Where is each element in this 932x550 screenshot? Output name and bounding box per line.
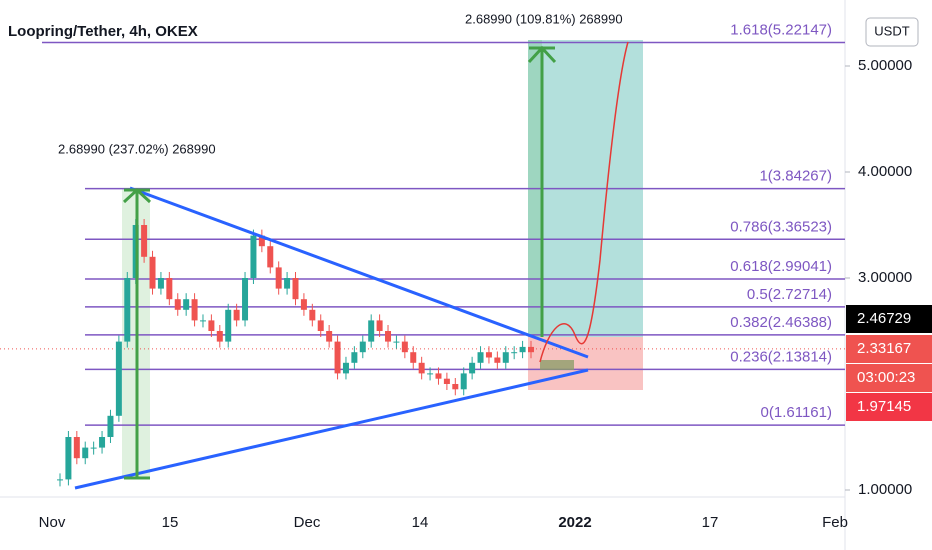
candle-body: [435, 373, 442, 379]
candle-body: [485, 352, 492, 358]
candle-body: [477, 352, 484, 363]
candle-body: [469, 362, 476, 374]
y-tick-label: 3.00000: [858, 269, 912, 286]
projection-curve: [539, 41, 629, 363]
price-badge: [846, 393, 932, 421]
price-badge-label: 2.33167: [857, 340, 911, 357]
y-tick-label: 1.00000: [858, 481, 912, 498]
candle-body: [99, 437, 106, 448]
candle-body: [460, 373, 467, 390]
x-tick-label: 14: [412, 514, 429, 531]
price-badge: [846, 364, 932, 392]
candle-body: [494, 357, 501, 363]
price-badge: [846, 335, 932, 363]
candle-body: [258, 235, 265, 247]
candle-body: [199, 320, 206, 322]
candle-body: [292, 278, 299, 300]
candle-body: [511, 352, 518, 354]
candle-body: [250, 235, 257, 278]
candle-body: [326, 331, 333, 342]
x-tick-label: Dec: [294, 514, 321, 531]
candle-body: [519, 346, 526, 353]
chart-title: Loopring/Tether, 4h, OKEX: [8, 23, 198, 40]
candle-body: [334, 341, 341, 374]
candle-body: [149, 256, 156, 289]
candle-body: [191, 299, 198, 321]
trendline: [129, 186, 589, 359]
candle-body: [376, 320, 383, 331]
candle-body: [216, 331, 223, 342]
candle-body: [267, 246, 274, 268]
candle-body: [418, 362, 425, 374]
price-badge-label: 2.46729: [857, 310, 911, 327]
candle-body: [65, 437, 72, 480]
price-badge-label: 03:00:23: [857, 369, 915, 386]
candle-body: [309, 309, 316, 321]
candle-body: [351, 352, 358, 363]
candle-body: [317, 320, 324, 331]
candle-body: [393, 341, 400, 343]
candle-body: [284, 278, 291, 289]
x-tick-label: Nov: [39, 514, 66, 531]
axes: 1.00000 3.00000 4.00000 5.00000 Nov 15 Dec 14 20…: [39, 57, 932, 531]
candle-body: [157, 278, 164, 289]
candle-body: [174, 299, 181, 310]
x-tick-label: Feb: [822, 514, 848, 531]
annotation: 2.68990 (237.02%) 268990: [58, 141, 216, 156]
candle-body: [90, 447, 97, 449]
x-tick-label: 15: [162, 514, 179, 531]
candle-body: [401, 341, 408, 353]
currency-button[interactable]: USDT: [865, 17, 919, 47]
candle-body: [385, 331, 392, 342]
annotation: 2.68990 (109.81%) 268990: [465, 11, 623, 26]
x-tick-label: 2022: [558, 514, 591, 531]
candle-body: [73, 437, 80, 459]
candle-body: [452, 384, 459, 390]
candle-body: [275, 267, 282, 289]
candle-body: [141, 225, 148, 257]
candle-body: [124, 278, 131, 342]
fib-label: 0.382(2.46388): [730, 314, 832, 331]
trendline: [74, 368, 589, 490]
fib-label: 0.236(2.13814): [730, 348, 832, 365]
candle-body: [410, 352, 417, 363]
currency-label[interactable]: USDT: [874, 23, 909, 38]
candle-body: [82, 447, 89, 459]
candle-body: [225, 309, 232, 342]
y-tick-label: 4.00000: [858, 163, 912, 180]
fib-label: 0.618(2.99041): [730, 258, 832, 275]
candle-body: [208, 320, 215, 331]
candle-body: [443, 378, 450, 384]
y-tick-label: 5.00000: [858, 57, 912, 74]
measure-arrow: [122, 45, 557, 480]
candle-body: [368, 320, 375, 342]
fib-label: 0(1.61161): [761, 404, 832, 421]
price-badge: [846, 305, 932, 333]
entry-box: [540, 360, 574, 370]
candle-body: [107, 415, 114, 437]
candle-body: [115, 341, 122, 416]
candle-body: [300, 299, 307, 310]
candle-body: [528, 346, 534, 353]
candle-body: [233, 309, 240, 321]
fib-label: 0.786(3.36523): [730, 218, 832, 235]
fib-label: 1(3.84267): [759, 168, 832, 185]
candle-body: [502, 352, 509, 363]
price-badge-label: 1.97145: [857, 398, 911, 415]
fib-levels: 1.618(5.22147) 1(3.84267) 0.786(3.36523) 0.…: [0, 21, 845, 426]
fib-label: 0.5(2.72714): [747, 286, 832, 303]
candle-body: [342, 362, 349, 374]
candle-body: [242, 278, 249, 321]
x-tick-label: 17: [702, 514, 719, 531]
candle-body: [57, 479, 63, 481]
fib-label: 1.618(5.22147): [730, 21, 832, 38]
candle-body: [359, 341, 366, 353]
candle-body: [166, 278, 173, 300]
candle-body: [427, 373, 434, 375]
candles: [57, 219, 534, 487]
candle-body: [183, 299, 190, 310]
